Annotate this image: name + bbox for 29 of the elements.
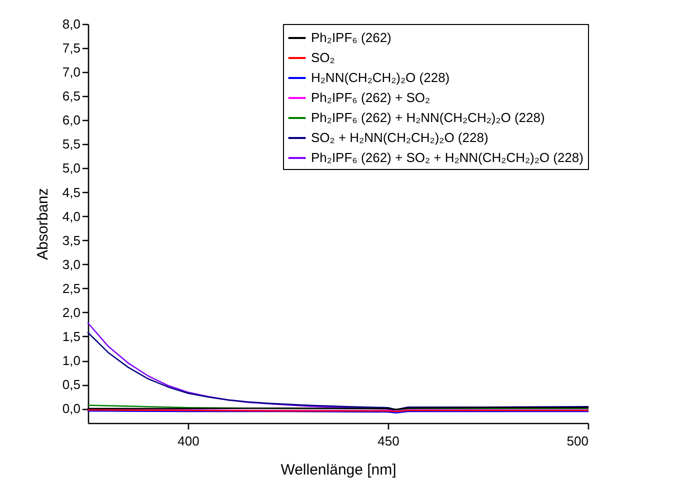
y-tick-label: 5,5 <box>62 136 80 152</box>
y-tick-label: 4,0 <box>62 208 80 224</box>
legend-label: H₂NN(CH₂CH₂)₂O (228) <box>311 70 450 85</box>
y-tick-label: 7,5 <box>62 40 80 56</box>
y-tick-label: 2,0 <box>62 304 80 320</box>
legend-label: Ph₂IPF₆ (262) <box>311 30 392 45</box>
y-tick-label: 5,0 <box>62 160 80 176</box>
y-tick-label: 1,0 <box>62 353 80 368</box>
legend-label: Ph₂IPF₆ (262) + H₂NN(CH₂CH₂)₂O (228) <box>311 110 545 125</box>
legend-label: SO₂ <box>311 50 335 65</box>
legend-label: Ph₂IPF₆ (262) + SO₂ + H₂NN(CH₂CH₂)₂O (228) <box>311 150 584 165</box>
y-tick-label: 7,0 <box>62 64 80 80</box>
x-axis-title: Wellenlänge [nm] <box>280 462 396 478</box>
y-tick-label: 4,5 <box>62 184 80 200</box>
x-tick-label: 500 <box>566 434 588 448</box>
y-tick-label: 6,5 <box>62 88 80 104</box>
y-tick-label: 6,0 <box>62 112 80 128</box>
y-tick-label: 1,5 <box>62 328 80 344</box>
x-tick-label: 400 <box>178 434 200 448</box>
x-tick-label: 450 <box>378 434 400 448</box>
y-tick-label: 2,5 <box>62 280 80 296</box>
y-tick-label: 0,0 <box>62 401 80 416</box>
y-tick-label: 3,0 <box>62 256 80 272</box>
y-tick-label: 0,5 <box>62 377 80 392</box>
y-tick-label: 3,5 <box>62 232 80 248</box>
y-tick-label: 8,0 <box>62 16 80 32</box>
legend-label: Ph₂IPF₆ (262) + SO₂ <box>311 90 430 105</box>
y-axis-title: Absorbanz <box>34 188 52 260</box>
legend-label: SO₂ + H₂NN(CH₂CH₂)₂O (228) <box>311 130 488 145</box>
